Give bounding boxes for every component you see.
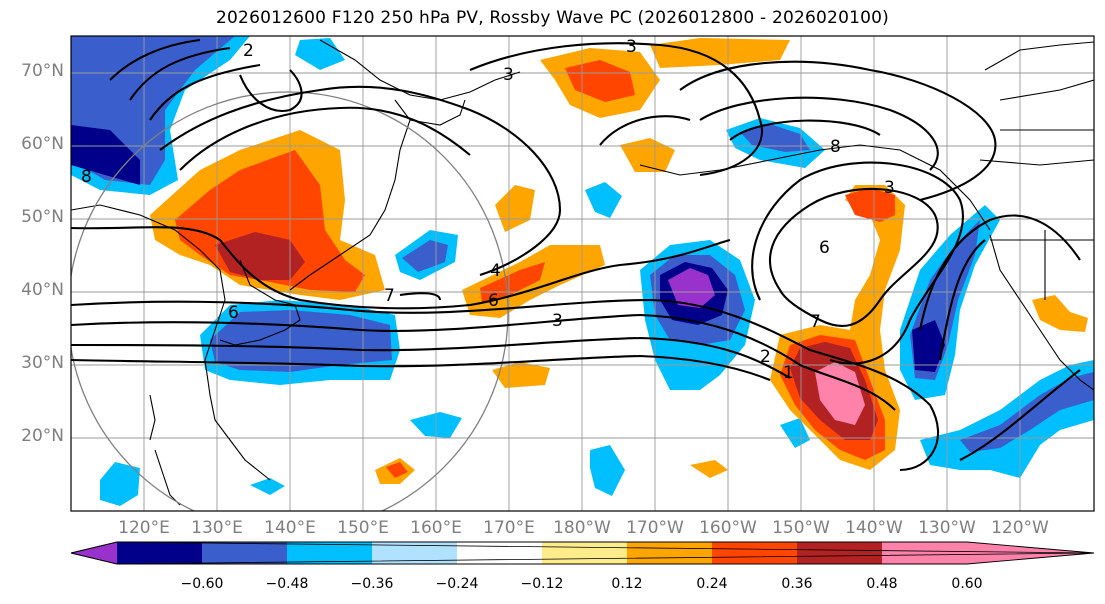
contour-label: 2	[760, 347, 771, 367]
graticule	[71, 36, 1094, 511]
colorbar-tick-label: 0.60	[951, 576, 983, 592]
colorbar-tick-label: 0.12	[611, 576, 643, 592]
colorbar-tick-label: 0.48	[866, 576, 898, 592]
lon-label: 150°W	[772, 518, 830, 538]
contour-label: 3	[552, 311, 563, 331]
colorbar-bin	[542, 542, 627, 564]
colorbar-bin	[627, 542, 712, 564]
lon-label: 140°E	[264, 518, 316, 538]
colorbar	[70, 541, 1095, 565]
colorbar-bin	[797, 542, 882, 564]
lon-label: 170°E	[483, 518, 535, 538]
contour-label: 3	[503, 65, 514, 85]
colorbar-bin	[287, 542, 372, 564]
lon-label: 120°E	[118, 518, 170, 538]
lat-label: 70°N	[21, 61, 64, 81]
contour-label: 8	[830, 137, 841, 157]
contour-label: 3	[884, 178, 895, 198]
colorbar-bin	[372, 542, 457, 564]
lon-label: 130°E	[191, 518, 243, 538]
colorbar-tick-label: 0.36	[781, 576, 813, 592]
lon-label: 130°W	[918, 518, 976, 538]
colorbar-tick-label: −0.48	[265, 576, 309, 592]
contour-label: 7	[384, 286, 395, 306]
lat-label: 20°N	[21, 426, 64, 446]
colorbar-tick-label: −0.60	[180, 576, 224, 592]
lon-label: 180°W	[553, 518, 611, 538]
contour-labels: 2 3 3 8 6 3 6 7 6 3 7 2 1 4 8	[81, 37, 895, 383]
contour-label: 2	[243, 41, 254, 61]
lon-label: 160°W	[699, 518, 757, 538]
contour-label: 6	[488, 291, 499, 311]
contour-label: 7	[810, 312, 821, 332]
lat-label: 60°N	[21, 134, 64, 154]
colorbar-bin	[117, 542, 202, 564]
region-circle	[71, 91, 509, 511]
coastlines	[71, 39, 1094, 506]
lon-label: 150°E	[337, 518, 389, 538]
lat-label: 30°N	[21, 353, 64, 373]
colorbar-tick-label: −0.36	[350, 576, 394, 592]
contour-label: 8	[81, 167, 92, 187]
lon-label: 160°E	[410, 518, 462, 538]
contour-label: 6	[819, 238, 830, 258]
contour-label: 4	[490, 261, 501, 281]
colorbar-extend-max	[967, 542, 1094, 564]
colorbar-extend-min	[71, 542, 117, 564]
map-frame	[70, 35, 1095, 512]
lon-label: 140°W	[845, 518, 903, 538]
contour-label: 6	[228, 303, 239, 323]
lat-label: 40°N	[21, 280, 64, 300]
contour-label: 3	[626, 37, 637, 57]
colorbar-tick-label: 0.24	[696, 576, 728, 592]
colorbar-bin	[882, 542, 967, 564]
colorbar-tick-label: −0.12	[520, 576, 564, 592]
colorbar-tick-label: −0.24	[435, 576, 479, 592]
colorbar-bin	[202, 542, 287, 564]
colorbar-bin	[712, 542, 797, 564]
contour-label: 1	[783, 363, 794, 383]
pv-contours	[71, 38, 1081, 472]
colorbar-bin	[457, 542, 542, 564]
lon-label: 170°W	[626, 518, 684, 538]
lat-label: 50°N	[21, 207, 64, 227]
lon-label: 120°W	[991, 518, 1049, 538]
map-title: 2026012600 F120 250 hPa PV, Rossby Wave …	[216, 8, 889, 28]
